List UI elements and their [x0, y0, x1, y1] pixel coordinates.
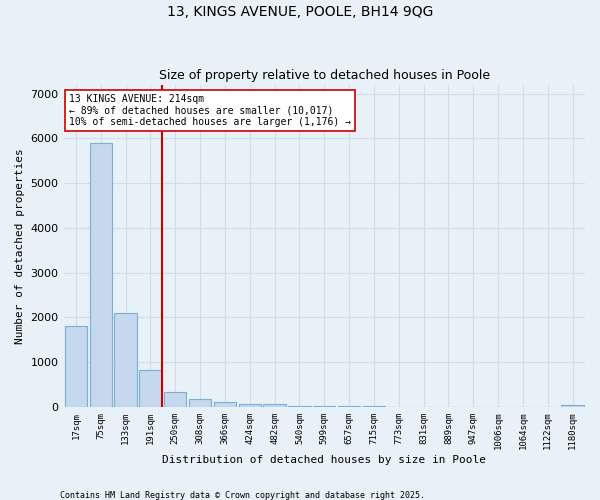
- Bar: [115, 313, 137, 407]
- Bar: [189, 399, 211, 407]
- Bar: [239, 404, 261, 407]
- Bar: [313, 406, 335, 407]
- Bar: [164, 392, 187, 407]
- Bar: [65, 326, 87, 407]
- X-axis label: Distribution of detached houses by size in Poole: Distribution of detached houses by size …: [162, 455, 486, 465]
- Text: 13 KINGS AVENUE: 214sqm
← 89% of detached houses are smaller (10,017)
10% of sem: 13 KINGS AVENUE: 214sqm ← 89% of detache…: [69, 94, 351, 128]
- Y-axis label: Number of detached properties: Number of detached properties: [15, 148, 25, 344]
- Bar: [288, 406, 311, 407]
- Bar: [214, 402, 236, 407]
- Bar: [338, 406, 360, 407]
- Text: Contains HM Land Registry data © Crown copyright and database right 2025.: Contains HM Land Registry data © Crown c…: [60, 490, 425, 500]
- Bar: [89, 143, 112, 407]
- Bar: [139, 370, 161, 407]
- Text: 13, KINGS AVENUE, POOLE, BH14 9QG: 13, KINGS AVENUE, POOLE, BH14 9QG: [167, 5, 433, 19]
- Bar: [363, 406, 385, 407]
- Bar: [263, 404, 286, 407]
- Title: Size of property relative to detached houses in Poole: Size of property relative to detached ho…: [159, 69, 490, 82]
- Bar: [562, 405, 584, 407]
